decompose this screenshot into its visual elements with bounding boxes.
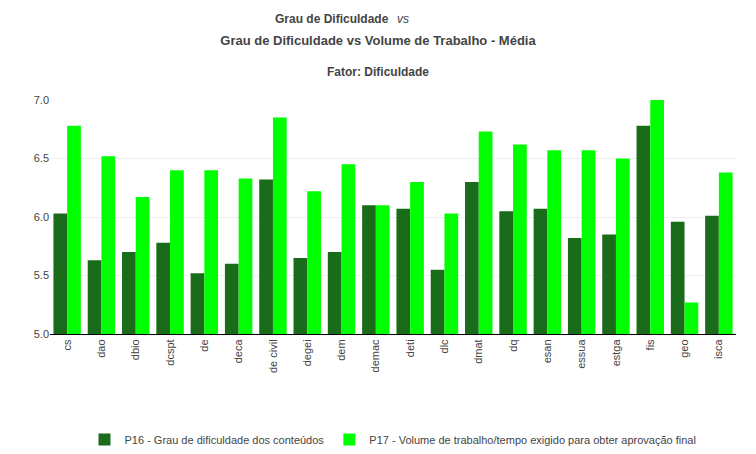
svg-text:isca: isca	[712, 339, 724, 359]
svg-text:dem: dem	[335, 339, 347, 360]
svg-text:essua: essua	[575, 339, 587, 369]
svg-text:5.5: 5.5	[34, 269, 49, 281]
svg-text:cs: cs	[61, 339, 73, 351]
svg-text:Grau de Dificuldade: Grau de Dificuldade	[275, 12, 389, 26]
svg-text:6.0: 6.0	[34, 211, 49, 223]
svg-text:deti: deti	[404, 339, 416, 357]
svg-text:dmat: dmat	[472, 339, 484, 363]
svg-text:7.0: 7.0	[34, 94, 49, 106]
svg-text:geo: geo	[678, 339, 690, 357]
svg-text:dcspt: dcspt	[164, 339, 176, 365]
svg-text:estga: estga	[610, 339, 622, 367]
svg-text:degei: degei	[301, 339, 313, 366]
svg-text:dlc: dlc	[438, 339, 450, 354]
svg-text:vs: vs	[397, 12, 409, 26]
svg-text:dq: dq	[507, 339, 519, 351]
svg-text:5.0: 5.0	[34, 328, 49, 340]
svg-text:P16 - Grau de dificuldade dos: P16 - Grau de dificuldade dos conteúdos	[125, 434, 325, 446]
svg-text:Grau de Dificuldade vs Volume: Grau de Dificuldade vs Volume de Trabalh…	[220, 33, 536, 48]
svg-text:de: de	[198, 339, 210, 351]
svg-text:de civil: de civil	[267, 339, 279, 373]
svg-text:deca: deca	[232, 339, 244, 364]
svg-text:demac: demac	[369, 339, 381, 373]
svg-text:Fator: Dificuldade: Fator: Dificuldade	[327, 65, 429, 79]
svg-text:P17 - Volume de trabalho/tempo: P17 - Volume de trabalho/tempo exigido p…	[369, 434, 696, 446]
svg-text:dao: dao	[95, 339, 107, 357]
svg-text:fis: fis	[644, 339, 656, 351]
svg-text:dbio: dbio	[129, 339, 141, 360]
svg-text:6.5: 6.5	[34, 152, 49, 164]
svg-text:esan: esan	[541, 339, 553, 363]
